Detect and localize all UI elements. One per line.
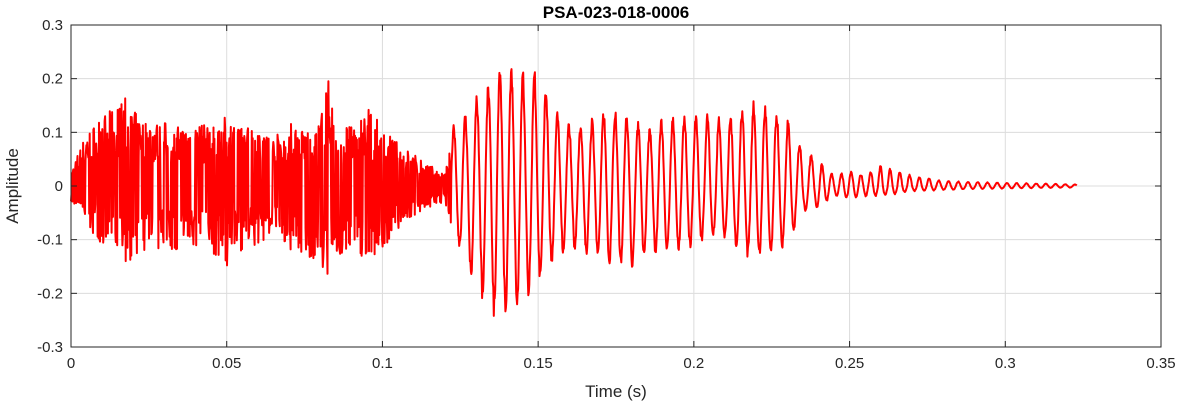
x-tick-label: 0.35 xyxy=(1146,355,1175,372)
x-axis-ticks: 0 0.05 0.1 0.15 0.2 0.25 0.3 0.35 xyxy=(67,25,1176,372)
x-axis-label: Time (s) xyxy=(585,382,647,401)
y-tick-label: 0.3 xyxy=(42,17,63,34)
x-tick-label: 0.25 xyxy=(835,355,864,372)
y-tick-label: -0.1 xyxy=(37,232,63,249)
x-tick-label: 0.3 xyxy=(995,355,1016,372)
y-axis-ticks: -0.3 -0.2 -0.1 0 0.1 0.2 0.3 xyxy=(37,17,1161,356)
x-tick-label: 0.15 xyxy=(524,355,553,372)
series-layer xyxy=(70,68,1078,317)
y-tick-label: -0.3 xyxy=(37,339,63,356)
y-tick-label: 0.1 xyxy=(42,124,63,141)
x-tick-label: 0.05 xyxy=(212,355,241,372)
y-tick-label: 0 xyxy=(55,178,63,195)
x-tick-label: 0 xyxy=(67,355,75,372)
x-tick-label: 0.2 xyxy=(683,355,704,372)
y-tick-label: -0.2 xyxy=(37,285,63,302)
series-line xyxy=(70,68,1078,317)
y-tick-label: 0.2 xyxy=(42,71,63,88)
x-tick-label: 0.1 xyxy=(372,355,393,372)
y-axis-label: Amplitude xyxy=(3,148,22,224)
chart-title: PSA-023-018-0006 xyxy=(543,3,689,22)
